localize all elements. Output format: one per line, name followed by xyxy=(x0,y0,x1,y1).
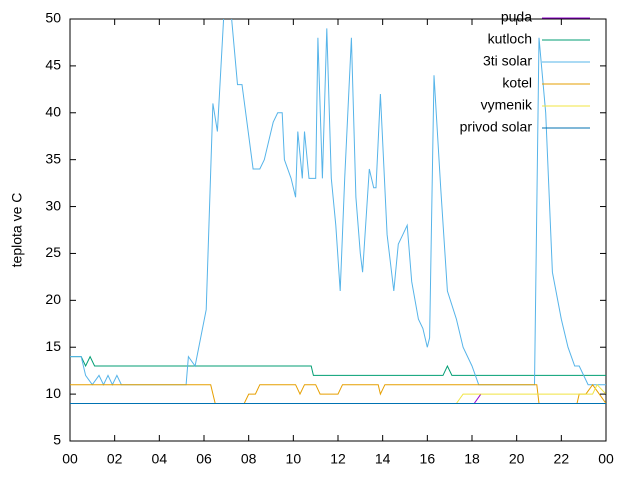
series-line xyxy=(70,19,606,386)
series-line xyxy=(473,393,482,404)
x-tick-label: 04 xyxy=(152,451,168,467)
plot-lines xyxy=(70,19,606,404)
legend-label: puda xyxy=(501,9,532,25)
y-tick-label: 5 xyxy=(53,432,61,448)
y-tick-label: 25 xyxy=(45,244,61,260)
y-tick-label: 50 xyxy=(45,10,61,26)
y-tick-label: 10 xyxy=(45,385,61,401)
y-tick-label: 30 xyxy=(45,197,61,213)
y-tick-label: 15 xyxy=(45,338,61,354)
y-tick-label: 20 xyxy=(45,291,61,307)
x-tick-label: 18 xyxy=(464,451,480,467)
x-tick-label: 16 xyxy=(420,451,436,467)
y-tick-label: 45 xyxy=(45,57,61,73)
legend-label: kotel xyxy=(502,75,532,91)
x-tick-label: 12 xyxy=(330,451,346,467)
x-tick-label: 02 xyxy=(107,451,123,467)
legend-label: vymenik xyxy=(481,97,533,113)
x-tick-label: 14 xyxy=(375,451,391,467)
series-line xyxy=(70,355,606,376)
x-tick-label: 00 xyxy=(62,451,78,467)
legend-label: privod solar xyxy=(460,119,533,135)
series-line xyxy=(455,383,606,404)
x-tick-label: 06 xyxy=(196,451,212,467)
x-tick-label: 22 xyxy=(554,451,570,467)
legend-label: 3ti solar xyxy=(483,53,532,69)
x-tick-label: 00 xyxy=(598,451,614,467)
legend-label: kutloch xyxy=(488,31,532,47)
x-tick-label: 20 xyxy=(509,451,525,467)
y-axis-label: teplota ve C xyxy=(9,193,25,268)
x-tick-label: 10 xyxy=(286,451,302,467)
y-tick-label: 40 xyxy=(45,103,61,119)
x-tick-label: 08 xyxy=(241,451,257,467)
y-tick-label: 35 xyxy=(45,150,61,166)
